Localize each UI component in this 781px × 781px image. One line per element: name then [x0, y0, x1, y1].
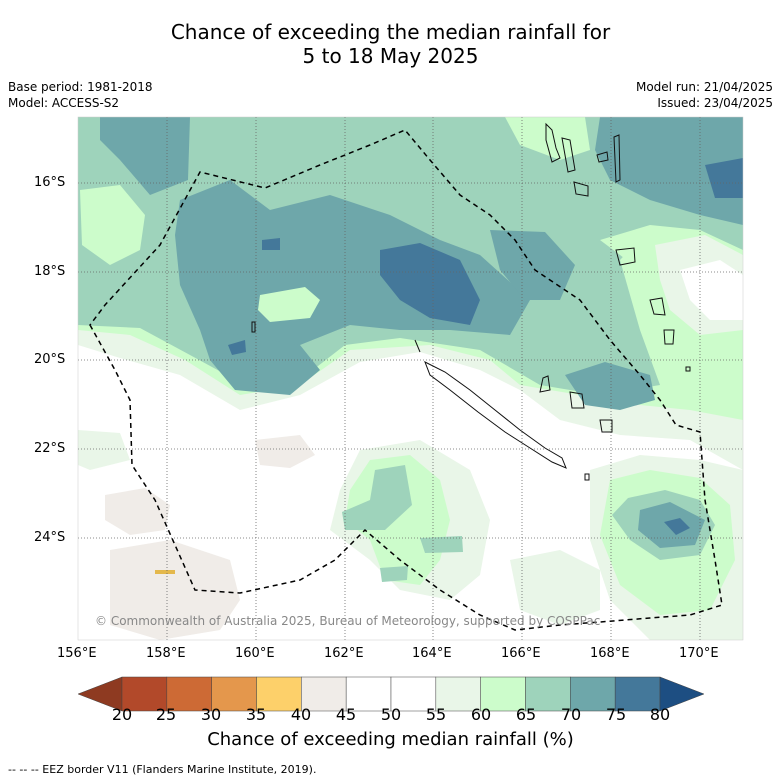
eez-legend-note: -- -- -- EEZ border V11 (Flanders Marine… [8, 763, 317, 776]
colorbar-tick: 50 [380, 705, 402, 724]
colorbar-tick: 80 [649, 705, 671, 724]
lon-label-166e: 166°E [501, 646, 541, 661]
probability-field [78, 117, 743, 640]
model-run-label: Model run: 21/04/2025 [635, 80, 773, 94]
lon-label-156e: 156°E [57, 646, 97, 661]
colorbar-tick: 20 [111, 705, 133, 724]
lon-label-160e: 160°E [235, 646, 275, 661]
colorbar-tick: 40 [290, 705, 312, 724]
map-title-line2: 5 to 18 May 2025 [302, 44, 479, 68]
colorbar-cell [211, 676, 257, 712]
eez-border [89, 129, 723, 631]
meta-right: Model run: 21/04/2025 Issued: 23/04/2025 [636, 79, 773, 111]
lon-label-162e: 162°E [324, 646, 364, 661]
lon-label-170e: 170°E [679, 646, 719, 661]
colorbar-title: Chance of exceeding median rainfall (%) [207, 729, 574, 750]
lat-label-24s: 24°S [34, 530, 66, 545]
colorbar-high-extend [659, 676, 705, 712]
colorbar-cell [301, 676, 347, 712]
colorbar-cell [435, 676, 481, 712]
coastlines [251, 122, 691, 481]
colorbar-tick: 60 [470, 705, 492, 724]
colorbar-cell [525, 676, 571, 712]
colorbar-cell [390, 676, 437, 712]
lon-label-168e: 168°E [590, 646, 630, 661]
map-title-line1: Chance of exceeding the median rainfall … [170, 20, 611, 44]
colorbar [77, 676, 705, 712]
lat-label-22s: 22°S [34, 441, 66, 456]
issued-label: Issued: 23/04/2025 [657, 96, 773, 110]
colorbar-tick: 65 [515, 705, 537, 724]
colorbar-cell [345, 676, 392, 712]
colorbar-tick: 70 [560, 705, 582, 724]
colorbar-cell [570, 676, 616, 712]
lon-label-164e: 164°E [412, 646, 452, 661]
graticule [78, 117, 743, 640]
colorbar-tick: 45 [335, 705, 357, 724]
colorbar-tick: 25 [155, 705, 177, 724]
colorbar-tick: 55 [425, 705, 447, 724]
lat-label-20s: 20°S [34, 352, 66, 367]
lat-label-16s: 16°S [34, 175, 66, 190]
base-period-label: Base period: 1981-2018 [8, 80, 153, 94]
colorbar-cell [480, 676, 526, 712]
lat-label-18s: 18°S [34, 264, 66, 279]
colorbar-cell [256, 676, 302, 712]
copyright-notice: © Commonwealth of Australia 2025, Bureau… [95, 614, 601, 628]
colorbar-tick: 30 [200, 705, 222, 724]
meta-left: Base period: 1981-2018 Model: ACCESS-S2 [8, 79, 153, 111]
colorbar-tick: 35 [245, 705, 267, 724]
model-label: Model: ACCESS-S2 [8, 96, 120, 110]
lon-label-158e: 158°E [146, 646, 186, 661]
colorbar-tick: 75 [605, 705, 627, 724]
colorbar-cell [166, 676, 212, 712]
